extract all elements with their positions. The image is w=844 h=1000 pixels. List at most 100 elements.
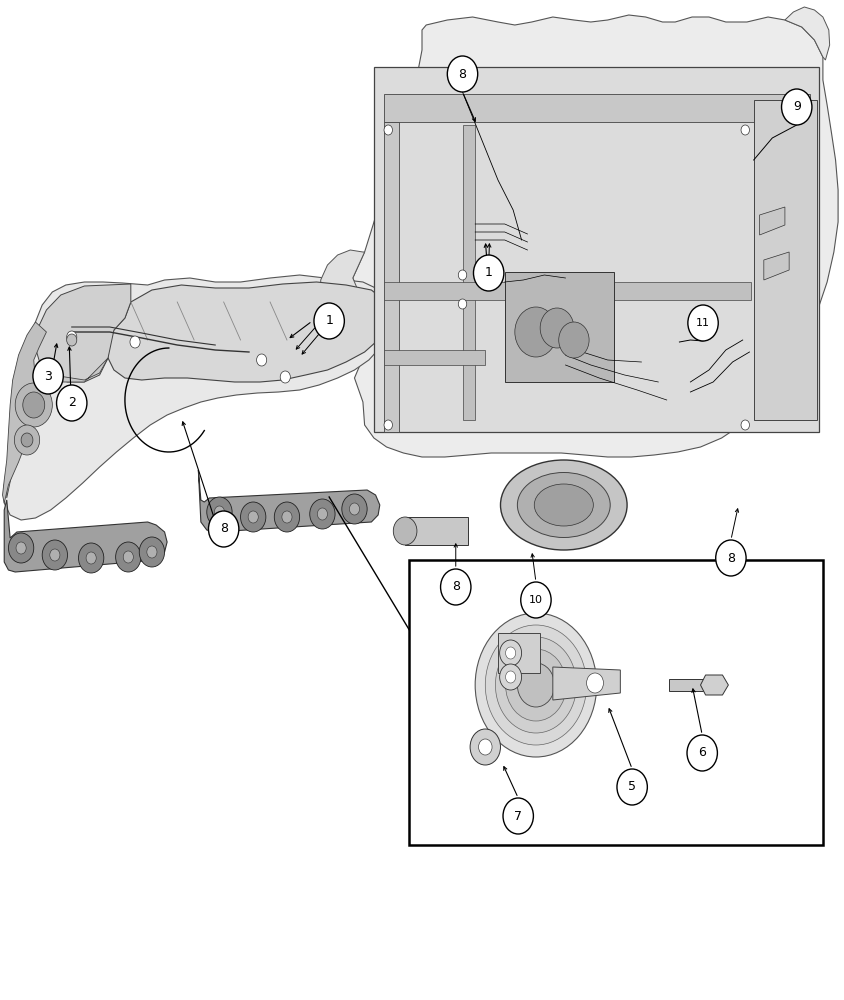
Bar [498,633,540,673]
Circle shape [21,433,33,447]
Circle shape [282,511,292,523]
Polygon shape [35,284,131,382]
Circle shape [67,334,77,346]
Polygon shape [4,500,167,572]
Circle shape [67,331,77,343]
Ellipse shape [500,460,627,550]
Circle shape [687,735,717,771]
Text: 5: 5 [628,780,636,794]
Circle shape [274,502,300,532]
Circle shape [479,739,492,755]
Circle shape [23,392,45,418]
Circle shape [208,511,239,547]
Circle shape [741,420,749,430]
Circle shape [123,551,133,563]
Text: 9: 9 [793,101,801,113]
Circle shape [86,552,96,564]
Circle shape [470,729,500,765]
Circle shape [78,543,104,573]
Circle shape [349,503,360,515]
Circle shape [716,540,746,576]
Polygon shape [7,358,108,498]
Circle shape [500,640,522,666]
Circle shape [587,673,603,693]
Text: 2: 2 [68,396,76,410]
Circle shape [14,425,40,455]
Circle shape [521,582,551,618]
Circle shape [500,664,522,690]
Circle shape [515,307,557,357]
Polygon shape [3,322,46,503]
Circle shape [317,508,327,520]
Ellipse shape [517,473,610,538]
Polygon shape [553,667,620,700]
Circle shape [139,537,165,567]
Circle shape [447,56,478,92]
Bar [463,125,475,420]
Circle shape [342,494,367,524]
Polygon shape [764,252,789,280]
Circle shape [16,542,26,554]
Circle shape [248,511,258,523]
Circle shape [15,383,52,427]
Circle shape [559,322,589,358]
Circle shape [393,517,417,545]
Polygon shape [321,250,365,328]
Circle shape [540,308,574,348]
Text: 8: 8 [452,580,460,593]
Bar [505,272,614,382]
Circle shape [503,798,533,834]
Bar [754,100,817,420]
Bar [384,94,810,122]
Circle shape [741,125,749,135]
Text: 3: 3 [44,369,52,382]
Bar [374,67,819,432]
Text: 1: 1 [325,314,333,328]
Circle shape [495,637,576,733]
Bar [669,679,703,691]
Circle shape [441,569,471,605]
Circle shape [310,499,335,529]
Circle shape [688,305,718,341]
Polygon shape [4,275,390,520]
Circle shape [384,420,392,430]
Bar [409,560,823,845]
Polygon shape [760,207,785,235]
Circle shape [506,671,516,683]
Circle shape [506,647,516,659]
Bar [384,122,399,432]
Circle shape [241,502,266,532]
Text: 10: 10 [529,595,543,605]
Circle shape [473,255,504,291]
Text: 11: 11 [696,318,710,328]
Circle shape [485,625,587,745]
Bar [384,282,751,300]
Circle shape [207,497,232,527]
Text: 8: 8 [458,68,467,81]
Circle shape [458,270,467,280]
Ellipse shape [534,484,593,526]
Circle shape [116,542,141,572]
Circle shape [475,613,597,757]
Circle shape [42,540,68,570]
Text: 1: 1 [484,266,493,279]
Circle shape [8,533,34,563]
Circle shape [33,358,63,394]
Circle shape [782,89,812,125]
Circle shape [57,385,87,421]
Circle shape [506,649,566,721]
Polygon shape [198,470,380,532]
Circle shape [314,303,344,339]
Polygon shape [785,7,830,60]
Text: 7: 7 [514,810,522,822]
Text: 8: 8 [219,522,228,536]
Circle shape [280,371,290,383]
Circle shape [147,546,157,558]
Bar [405,517,468,545]
Polygon shape [353,15,838,457]
Circle shape [458,299,467,309]
Circle shape [617,769,647,805]
Circle shape [384,125,392,135]
Circle shape [130,336,140,348]
Text: 6: 6 [698,746,706,760]
